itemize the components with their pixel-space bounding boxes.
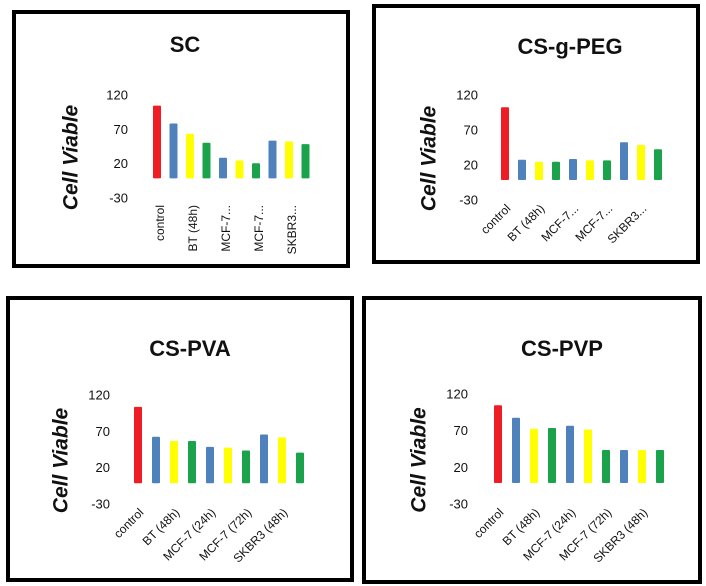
bar bbox=[268, 140, 277, 179]
x-tick-label: SKBR3... bbox=[285, 205, 299, 254]
bar bbox=[620, 450, 628, 483]
panel-border bbox=[6, 296, 354, 582]
y-tick-label: 20 bbox=[464, 157, 478, 172]
panel-border bbox=[12, 10, 350, 268]
bar bbox=[202, 142, 211, 179]
bar bbox=[518, 159, 526, 180]
bar bbox=[301, 144, 310, 179]
bar bbox=[285, 141, 293, 179]
bar bbox=[170, 441, 178, 484]
bar bbox=[638, 450, 646, 483]
bar bbox=[152, 436, 160, 484]
x-tick-label: MCF-7... bbox=[219, 205, 233, 252]
bar bbox=[535, 161, 543, 180]
bar bbox=[260, 434, 268, 484]
bar bbox=[584, 429, 592, 483]
chart-title: SC bbox=[170, 32, 201, 57]
bar bbox=[169, 123, 178, 179]
bar bbox=[654, 149, 662, 180]
bar bbox=[494, 405, 502, 483]
bar bbox=[296, 452, 304, 484]
bar bbox=[278, 437, 286, 484]
bar bbox=[186, 133, 194, 179]
bar bbox=[656, 450, 664, 483]
y-tick-label: 120 bbox=[446, 386, 468, 401]
y-tick-label: 120 bbox=[456, 87, 478, 102]
y-tick-label: 70 bbox=[114, 122, 128, 137]
bar bbox=[134, 406, 142, 484]
bar bbox=[637, 145, 645, 180]
bar bbox=[242, 450, 250, 484]
y-tick-label: -30 bbox=[459, 192, 478, 207]
bar bbox=[530, 428, 538, 483]
bar bbox=[620, 142, 628, 180]
y-axis-label: Cell Viable bbox=[50, 407, 73, 513]
y-axis-label: Cell Viable bbox=[408, 407, 431, 513]
y-tick-label: 70 bbox=[454, 423, 468, 438]
y-tick-label: 20 bbox=[114, 156, 128, 171]
y-axis-label: Cell Viable bbox=[418, 105, 441, 211]
bar bbox=[586, 160, 594, 180]
bar bbox=[512, 417, 520, 483]
chart-title: CS-g-PEG bbox=[517, 34, 622, 59]
bar bbox=[552, 161, 560, 180]
panel-border bbox=[372, 4, 700, 264]
x-tick-label: MCF-7... bbox=[252, 205, 266, 252]
bar bbox=[602, 450, 610, 483]
y-tick-label: 120 bbox=[88, 387, 110, 402]
y-tick-label: -30 bbox=[91, 496, 110, 511]
bar bbox=[153, 105, 161, 179]
bar bbox=[548, 428, 556, 483]
y-tick-label: 70 bbox=[464, 122, 478, 137]
bar bbox=[603, 160, 611, 180]
bar bbox=[569, 159, 577, 180]
y-axis-label: Cell Viable bbox=[60, 104, 83, 210]
y-tick-label: 70 bbox=[96, 424, 110, 439]
chart-title: CS-PVA bbox=[149, 336, 231, 361]
x-tick-label: BT (48h) bbox=[186, 205, 200, 251]
y-tick-label: 120 bbox=[106, 87, 128, 102]
y-tick-label: 20 bbox=[96, 460, 110, 475]
x-tick-label: control bbox=[153, 205, 167, 241]
bar bbox=[501, 107, 509, 180]
y-tick-label: -30 bbox=[109, 190, 128, 205]
chart-title: CS-PVP bbox=[521, 336, 603, 361]
bar bbox=[219, 157, 227, 179]
bar bbox=[188, 441, 196, 484]
bar bbox=[566, 425, 574, 483]
y-tick-label: -30 bbox=[449, 496, 468, 511]
bar bbox=[235, 160, 244, 179]
y-tick-label: 20 bbox=[454, 460, 468, 475]
bar bbox=[252, 163, 260, 179]
bar bbox=[224, 447, 232, 484]
bar bbox=[206, 446, 214, 484]
